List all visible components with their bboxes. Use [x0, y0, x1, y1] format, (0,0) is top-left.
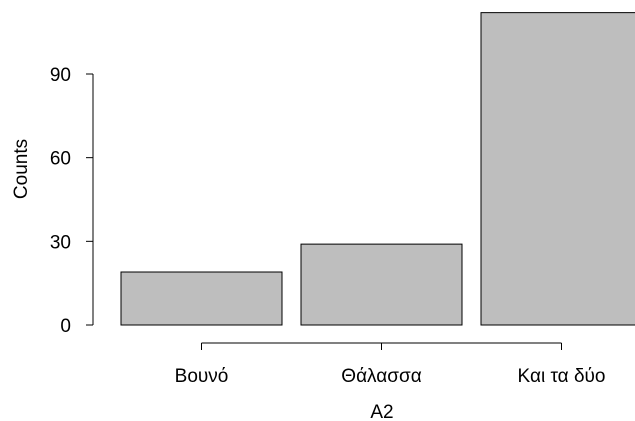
x-axis-label: A2 [370, 402, 393, 421]
y-tick-label: 30 [50, 232, 71, 253]
x-axis: Βουνό Θάλασσα Και τα δύο [175, 342, 606, 387]
y-tick-label: 60 [50, 149, 71, 170]
y-axis: 0 30 60 90 [50, 65, 94, 337]
y-tick-label: 0 [60, 316, 71, 337]
x-tick-label: Βουνό [175, 366, 229, 387]
bars-group [120, 12, 635, 326]
x-tick-label: Θάλασσα [341, 366, 421, 387]
y-ticks: 0 30 60 90 [50, 65, 93, 337]
y-tick-label: 90 [50, 65, 71, 86]
bar-1 [120, 271, 283, 326]
x-ticks: Βουνό Θάλασσα Και τα δύο [175, 343, 606, 387]
y-axis-label: Counts [11, 139, 32, 199]
bar-3 [480, 12, 635, 326]
bar-2 [300, 243, 463, 326]
x-tick-label: Και τα δύο [518, 366, 606, 387]
